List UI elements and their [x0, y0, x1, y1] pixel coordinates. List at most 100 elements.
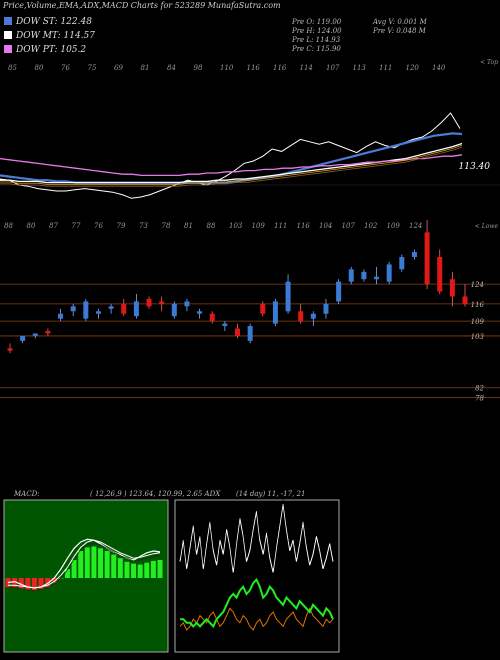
level-label: 78 [475, 395, 484, 403]
adx-series-line-1 [179, 503, 334, 573]
macd-histogram-bar [18, 578, 24, 589]
legend-swatch-icon [4, 31, 12, 39]
candle-body [108, 306, 114, 309]
candle-body [323, 303, 329, 314]
macd-histogram-bar [150, 560, 156, 578]
level-label: 103 [471, 333, 485, 341]
macd-histogram-bar [38, 578, 44, 589]
macd-histogram-bar [64, 569, 70, 578]
legend-label: DOW ST: 122.48 [16, 17, 92, 27]
top-tick-label: 104 [319, 222, 332, 230]
candle-body [437, 257, 443, 292]
candle-body [361, 271, 367, 280]
candle-body [197, 311, 203, 314]
top-tick-label: 84 [167, 64, 176, 72]
top-tick-label: 88 [4, 222, 13, 230]
candle-body [146, 298, 152, 307]
candle-body [260, 303, 266, 314]
macd-histogram-bar [91, 546, 97, 578]
top-tick-label: 80 [27, 222, 36, 230]
macd-histogram-bar [104, 551, 110, 578]
macd-histogram-bar [25, 578, 31, 590]
dow-series-line-1 [0, 132, 463, 184]
top-tick-label: 78 [162, 222, 171, 230]
macd-histogram-bar [31, 578, 37, 591]
ohlc-high: Pre H: 124.00 [292, 27, 342, 35]
candle-body [32, 333, 38, 336]
top-tick-label: 107 [326, 64, 340, 72]
legend-dow-mt: DOW MT: 114.57 [4, 31, 95, 41]
legend-dow-pt: DOW PT: 105.2 [4, 45, 86, 55]
candle-body [45, 331, 51, 334]
candle-body [70, 306, 76, 312]
level-label: 82 [475, 385, 484, 393]
macd-histogram-bar [111, 554, 117, 578]
candle-body [171, 303, 177, 317]
candle-body [95, 311, 101, 314]
level-label: 109 [471, 318, 485, 326]
legend-swatch-icon [4, 17, 12, 25]
candle-body [83, 301, 89, 319]
close-price-line [0, 112, 461, 199]
top-tick-label: 98 [194, 64, 203, 72]
top-tick-label: 109 [387, 222, 401, 230]
candle-body [58, 313, 64, 319]
legend-label: DOW PT: 105.2 [16, 45, 87, 55]
top-tick-label: 69 [114, 64, 123, 72]
macd-histogram-bar [157, 560, 163, 578]
last-value-label: 113.40 [459, 162, 491, 172]
macd-values: ( 12,26,9 ) 123.64, 120.99, 2.65 ADX [90, 490, 221, 498]
top-tick-label: 81 [141, 64, 150, 72]
top-tick-label: 107 [342, 222, 356, 230]
ema-band-line [0, 144, 463, 185]
candle-body [209, 313, 215, 322]
candle-body [7, 348, 13, 351]
top-tick-label: 76 [94, 222, 103, 230]
macd-histogram-bar [51, 578, 57, 583]
pre-volume: Pre V: 0.048 M [373, 27, 426, 35]
top-tick-label: 116 [273, 64, 287, 72]
macd-histogram-bar [98, 548, 104, 578]
top-tick-label: 81 [184, 222, 193, 230]
macd-histogram-bar [78, 551, 84, 578]
candle-body [348, 269, 354, 282]
macd-histogram-bar [117, 558, 123, 578]
candle-body [399, 257, 405, 270]
candle-body [424, 232, 430, 285]
top-tick-label: 77 [72, 222, 81, 230]
ema-band-line [0, 146, 463, 187]
top-tick-label: 85 [8, 64, 17, 72]
legend-swatch-icon [4, 45, 12, 53]
candle-body [247, 326, 253, 341]
candle-body [159, 301, 165, 304]
candle-body [386, 264, 392, 282]
top-tick-label: 103 [229, 222, 243, 230]
top-tick-label: 109 [252, 222, 266, 230]
macd-signal-line [8, 539, 161, 589]
candle-body [235, 328, 240, 336]
macd-histogram-bar [45, 578, 51, 587]
macd-histogram-bar [131, 563, 137, 578]
candle-body [336, 281, 342, 302]
legend-dow-st: DOW ST: 122.48 [4, 17, 92, 27]
candle-body [298, 311, 304, 322]
candle-body [310, 313, 316, 319]
candle-body [411, 252, 417, 257]
top-tick-label: 120 [406, 64, 420, 72]
adx-values: (14 day) 11, -17, 21 [236, 490, 306, 498]
avg-volume: Avg V: 0.001 M [373, 18, 427, 26]
top-tick-label: 111 [379, 64, 392, 72]
ohlc-close: Pre C: 115.90 [292, 45, 341, 53]
top-tick-label: 110 [220, 64, 234, 72]
chart-title: Price,Volume,EMA,ADX,MACD Charts for 523… [3, 1, 281, 10]
top-tick-label: 124 [409, 222, 422, 230]
ohlc-low: Pre L: 114.93 [292, 36, 341, 44]
top-tick-label: 76 [61, 64, 70, 72]
top-tick-label: 88 [207, 222, 216, 230]
adx-series-line-3 [180, 577, 334, 629]
candle-body [285, 281, 291, 312]
top-tick-label: 113 [353, 64, 367, 72]
dow-series-line-2 [0, 142, 463, 184]
macd-histogram-bar [84, 547, 90, 578]
